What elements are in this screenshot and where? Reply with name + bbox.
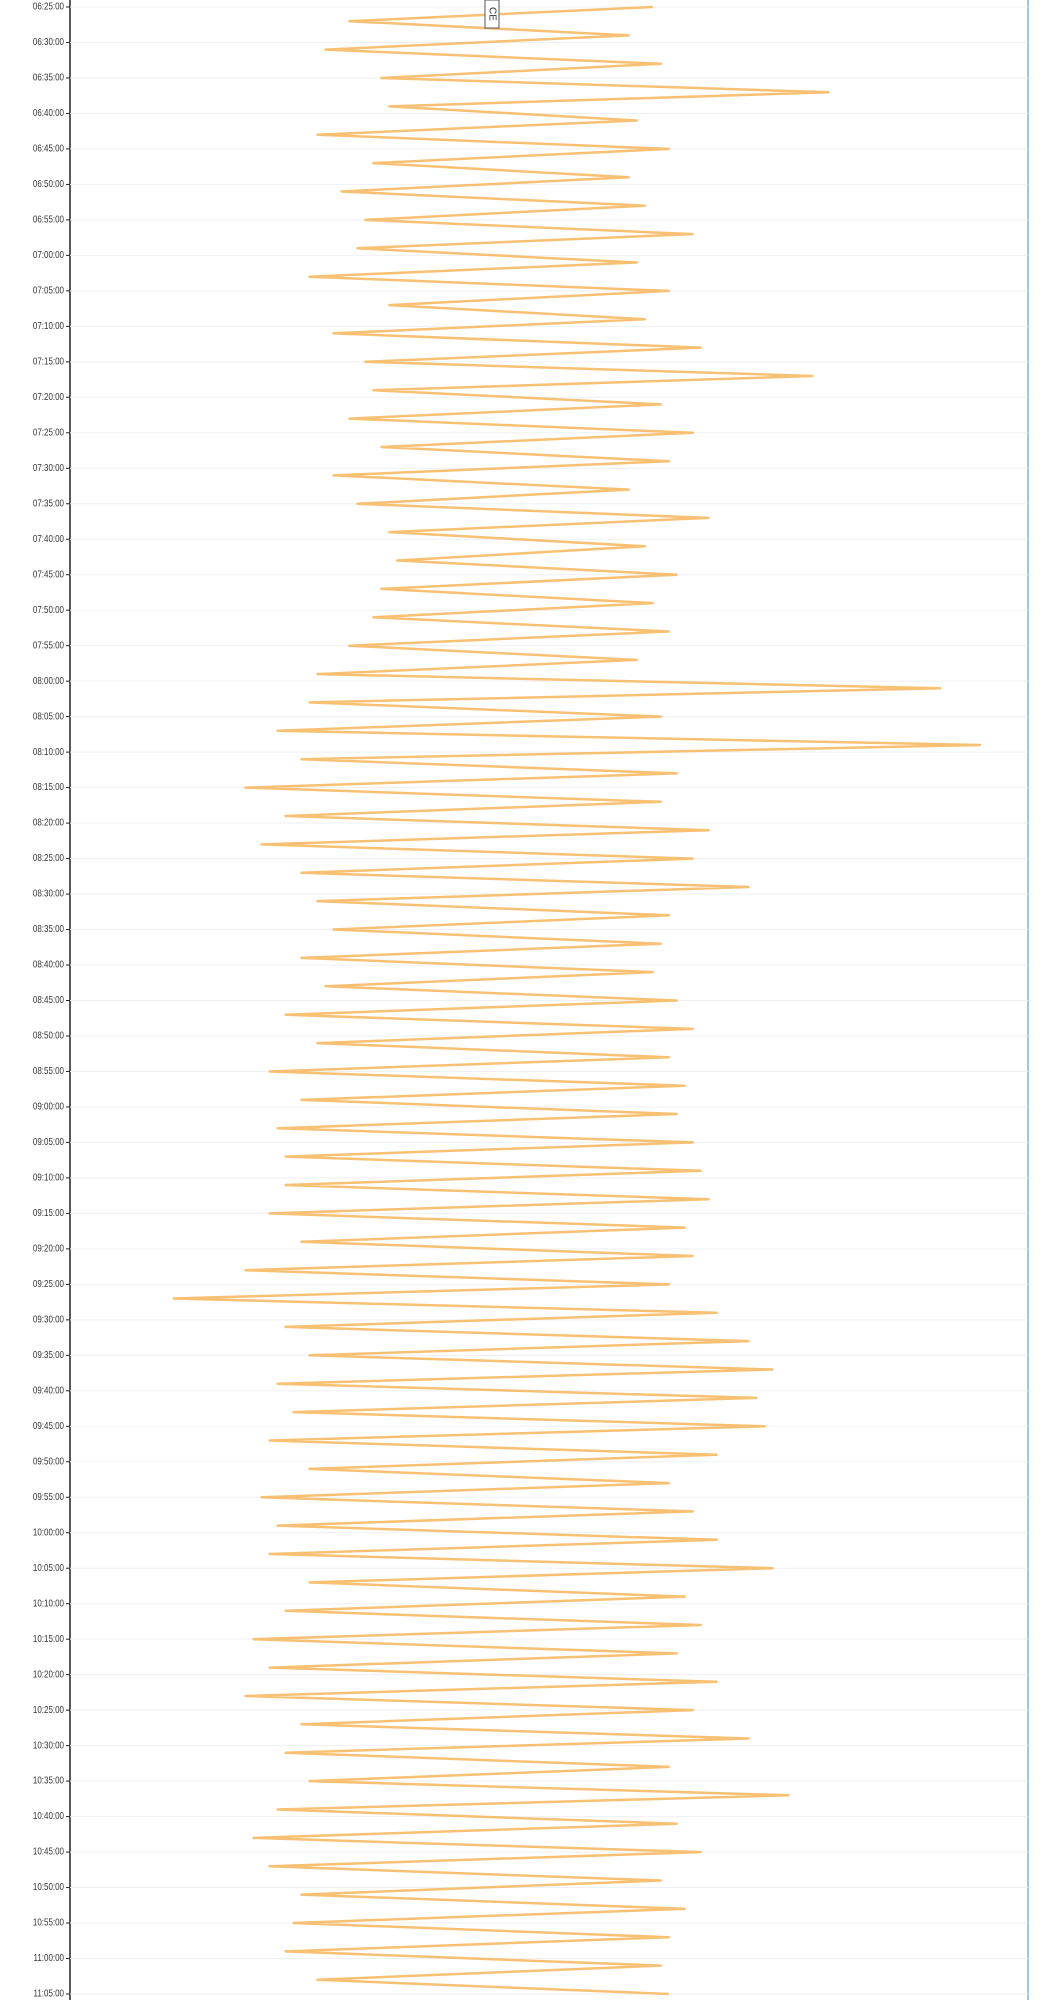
y-tick-label: 09:40:00	[33, 1385, 64, 1396]
y-tick-label: 07:55:00	[33, 639, 64, 650]
y-tick-label: 08:15:00	[33, 781, 64, 792]
y-tick-label: 09:50:00	[33, 1456, 64, 1467]
y-tick-label: 10:00:00	[33, 1527, 64, 1538]
y-tick-label: 10:40:00	[33, 1810, 64, 1821]
y-tick-label: 06:50:00	[33, 178, 64, 189]
annotation: CE	[484, 0, 500, 29]
y-tick-label: 06:35:00	[33, 72, 64, 83]
y-tick-label: 10:25:00	[33, 1704, 64, 1715]
y-tick-label: 07:05:00	[33, 285, 64, 296]
annotation-text: CE	[486, 7, 497, 21]
y-tick-label: 07:45:00	[33, 569, 64, 580]
trace	[172, 5, 982, 1996]
y-tick-label: 08:05:00	[33, 710, 64, 721]
y-tick-label: 09:25:00	[33, 1278, 64, 1289]
y-tick-label: 06:30:00	[33, 36, 64, 47]
y-tick-label: 09:30:00	[33, 1314, 64, 1325]
y-tick-label: 10:55:00	[33, 1917, 64, 1928]
y-tick-label: 06:45:00	[33, 143, 64, 154]
y-tick-label: 10:50:00	[33, 1881, 64, 1892]
y-tick-label: 10:35:00	[33, 1775, 64, 1786]
y-tick-label: 09:20:00	[33, 1243, 64, 1254]
y-tick-label: 10:30:00	[33, 1739, 64, 1750]
y-tick-label: 09:05:00	[33, 1136, 64, 1147]
y-tick-label: 07:00:00	[33, 249, 64, 260]
y-tick-label: 07:50:00	[33, 604, 64, 615]
y-tick-label: 11:00:00	[33, 1952, 64, 1963]
y-tick-label: 06:25:00	[33, 1, 64, 12]
y-tick-label: 09:35:00	[33, 1349, 64, 1360]
y-tick-label: 08:50:00	[33, 1030, 64, 1041]
y-tick-label: 10:20:00	[33, 1668, 64, 1679]
y-tick-label: 07:10:00	[33, 320, 64, 331]
y-tick-label: 08:25:00	[33, 852, 64, 863]
y-tick-label: 09:45:00	[33, 1420, 64, 1431]
y-tick-label: 08:40:00	[33, 959, 64, 970]
y-tick-label: 09:00:00	[33, 1101, 64, 1112]
y-tick-label: 07:20:00	[33, 391, 64, 402]
y-tick-label: 07:35:00	[33, 498, 64, 509]
y-tick-label: 07:30:00	[33, 462, 64, 473]
y-tick-label: 10:10:00	[33, 1598, 64, 1609]
y-tick-label: 08:35:00	[33, 923, 64, 934]
y-tick-label: 09:55:00	[33, 1491, 64, 1502]
y-tick-label: 09:10:00	[33, 1172, 64, 1183]
y-tick-label: 11:05:00	[33, 1988, 64, 1999]
annotation-box	[484, 0, 500, 29]
y-tick-label: 10:15:00	[33, 1633, 64, 1644]
y-tick-label: 08:00:00	[33, 675, 64, 686]
y-tick-label: 08:45:00	[33, 994, 64, 1005]
y-tick-label: 08:10:00	[33, 746, 64, 757]
y-tick-label: 07:40:00	[33, 533, 64, 544]
y-tick-label: 06:40:00	[33, 107, 64, 118]
y-tick-label: 08:55:00	[33, 1065, 64, 1076]
y-tick-label: 06:55:00	[33, 214, 64, 225]
y-tick-label: 07:25:00	[33, 427, 64, 438]
y-tick-label: 09:15:00	[33, 1207, 64, 1218]
y-tick-label: 07:15:00	[33, 356, 64, 367]
y-tick-label: 10:05:00	[33, 1562, 64, 1573]
y-tick-label: 08:30:00	[33, 888, 64, 899]
y-tick-label: 08:20:00	[33, 817, 64, 828]
y-tick-label: 10:45:00	[33, 1846, 64, 1857]
